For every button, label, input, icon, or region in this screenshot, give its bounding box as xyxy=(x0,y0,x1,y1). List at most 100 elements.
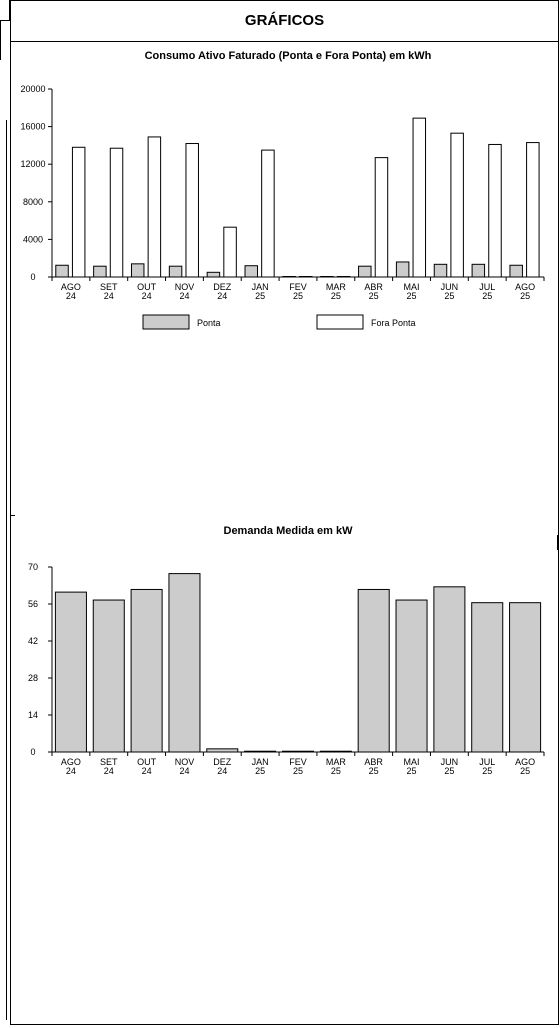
bar-fora-ponta xyxy=(336,276,351,278)
bar-value xyxy=(244,750,277,753)
x-tick-label-year: 25 xyxy=(520,291,530,301)
bar-ponta xyxy=(395,261,410,278)
y-tick-label: 70 xyxy=(28,562,38,572)
bar-value xyxy=(471,602,504,753)
bar-ponta xyxy=(206,271,221,278)
x-tick-label-year: 24 xyxy=(104,766,114,776)
x-tick-label-month: AGO xyxy=(515,282,535,292)
x-tick-label-month: AGO xyxy=(61,757,81,767)
x-tick-label-month: OUT xyxy=(137,757,157,767)
bar-fora-ponta xyxy=(450,132,464,278)
bar-ponta xyxy=(509,264,523,278)
bar-value xyxy=(395,599,428,753)
y-tick-label: 0 xyxy=(30,272,35,282)
x-tick-label-year: 24 xyxy=(217,766,227,776)
charts-panel: GRÁFICOS xyxy=(10,0,559,1025)
x-tick-label-year: 24 xyxy=(142,291,152,301)
legend-label: Ponta xyxy=(197,318,221,328)
bar-ponta xyxy=(358,265,372,278)
y-tick-label: 20000 xyxy=(20,84,45,94)
x-tick-label-year: 24 xyxy=(66,291,76,301)
bar-value xyxy=(433,586,466,753)
x-tick-label-month: MAR xyxy=(326,282,347,292)
y-tick-label: 56 xyxy=(28,599,38,609)
legend-swatch xyxy=(142,314,190,330)
consumption-chart: Consumo Ativo Faturado (Ponta e Fora Pon… xyxy=(20,50,545,330)
x-tick-label-year: 24 xyxy=(66,766,76,776)
y-tick-label: 16000 xyxy=(20,122,45,132)
bar-value xyxy=(92,599,125,753)
chart-title: Demanda Medida em kW xyxy=(224,525,354,537)
x-tick-label-year: 24 xyxy=(142,766,152,776)
bar-ponta xyxy=(433,263,448,278)
x-tick-label-month: JUN xyxy=(441,757,459,767)
demand-chart: Demanda Medida em kW01428425670AGO24SET2… xyxy=(28,525,545,776)
x-tick-label-year: 25 xyxy=(444,766,454,776)
bar-ponta xyxy=(130,263,145,278)
x-tick-label-year: 25 xyxy=(293,766,303,776)
x-tick-label-month: MAI xyxy=(404,757,420,767)
bar-fora-ponta xyxy=(488,143,502,278)
x-tick-label-month: AGO xyxy=(515,757,535,767)
x-tick-label-year: 25 xyxy=(482,291,492,301)
bar-value xyxy=(357,588,390,753)
bar-ponta xyxy=(282,276,296,278)
bar-fora-ponta xyxy=(374,157,389,278)
x-tick-label-year: 24 xyxy=(179,766,189,776)
bar-ponta xyxy=(93,265,107,278)
x-tick-label-year: 25 xyxy=(520,766,530,776)
bar-value xyxy=(319,750,352,753)
x-tick-label-month: NOV xyxy=(175,757,195,767)
x-tick-label-month: JUL xyxy=(479,757,495,767)
x-tick-label-year: 25 xyxy=(482,766,492,776)
y-tick-label: 0 xyxy=(30,747,35,757)
bar-ponta xyxy=(244,265,259,278)
x-tick-label-month: MAR xyxy=(326,757,347,767)
y-tick-label: 8000 xyxy=(23,197,43,207)
bar-fora-ponta xyxy=(109,147,124,278)
bar-value xyxy=(54,591,87,753)
bar-value xyxy=(281,750,315,753)
x-tick-label-month: OUT xyxy=(137,282,157,292)
legend-label: Fora Ponta xyxy=(371,318,416,328)
x-tick-label-year: 25 xyxy=(293,291,303,301)
bar-fora-ponta xyxy=(71,146,86,278)
bar-fora-ponta xyxy=(147,136,162,278)
x-tick-label-year: 25 xyxy=(407,291,417,301)
bar-value xyxy=(168,573,201,753)
x-tick-label-month: MAI xyxy=(404,282,420,292)
y-tick-label: 4000 xyxy=(23,234,43,244)
bar-fora-ponta xyxy=(299,276,313,278)
y-tick-label: 14 xyxy=(28,710,38,720)
x-tick-label-year: 24 xyxy=(179,291,189,301)
x-tick-label-month: ABR xyxy=(364,757,383,767)
x-tick-label-year: 25 xyxy=(255,766,265,776)
bar-fora-ponta xyxy=(412,117,427,278)
x-tick-label-year: 25 xyxy=(255,291,265,301)
left-inner-border-line xyxy=(6,120,7,1020)
x-tick-label-month: FEV xyxy=(289,282,307,292)
x-tick-label-year: 25 xyxy=(369,766,379,776)
bar-value xyxy=(206,748,239,753)
bar-ponta xyxy=(55,264,69,278)
legend-swatch xyxy=(316,314,364,330)
x-tick-label-month: FEV xyxy=(289,757,307,767)
chart-title: Consumo Ativo Faturado (Ponta e Fora Pon… xyxy=(145,50,432,62)
x-tick-label-year: 24 xyxy=(217,291,227,301)
bar-fora-ponta xyxy=(185,143,199,278)
divider-tick-right xyxy=(557,535,558,550)
bar-fora-ponta xyxy=(526,142,540,278)
bar-fora-ponta xyxy=(261,149,275,278)
bar-ponta xyxy=(320,276,334,278)
y-tick-label: 28 xyxy=(28,673,38,683)
left-border-line xyxy=(0,20,1,60)
x-tick-label-month: JUL xyxy=(479,282,495,292)
panel-title: GRÁFICOS xyxy=(11,1,558,42)
x-tick-label-year: 25 xyxy=(331,766,341,776)
bar-value xyxy=(509,602,542,753)
bar-fora-ponta xyxy=(223,226,237,278)
y-tick-label: 42 xyxy=(28,636,38,646)
y-tick-label: 12000 xyxy=(20,159,45,169)
x-tick-label-year: 25 xyxy=(331,291,341,301)
x-tick-label-month: SET xyxy=(100,282,118,292)
